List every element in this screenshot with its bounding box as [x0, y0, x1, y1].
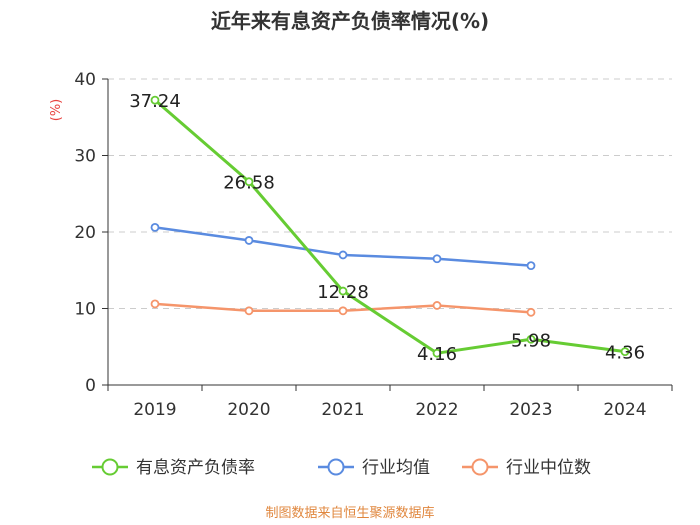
y-tick-label-30: 30 — [74, 147, 96, 167]
point-0-2024[interactable] — [620, 347, 630, 357]
point-0-2022[interactable] — [432, 348, 442, 358]
series — [150, 95, 630, 358]
y-tick-label-0: 0 — [85, 376, 96, 396]
y-axis-unit: (%) — [49, 99, 64, 122]
point-1-2019[interactable] — [150, 223, 160, 232]
series-line-1 — [154, 226, 532, 267]
legend-item-0[interactable]: 有息资产负债率 — [92, 458, 255, 478]
data-label-2020: 26.58 — [223, 173, 275, 194]
data-label-2024: 4.36 — [605, 343, 645, 364]
x-tick-label-2020: 2020 — [227, 400, 270, 420]
x-tick-label-2019: 2019 — [133, 400, 176, 420]
point-0-2023[interactable] — [526, 334, 536, 344]
y-tick-label-10: 10 — [74, 300, 96, 320]
legend-label-1: 行业均值 — [362, 458, 430, 478]
series-line-0 — [154, 98, 626, 355]
data-labels: 37.24 26.58 12.28 4.16 5.98 4.36 — [129, 91, 645, 365]
x-tick-label-2023: 2023 — [509, 400, 552, 420]
x-tick-label-2024: 2024 — [603, 400, 646, 420]
legend-item-2[interactable]: 行业中位数 — [462, 458, 591, 478]
point-1-2020[interactable] — [244, 236, 254, 245]
legend-label-2: 行业中位数 — [506, 458, 591, 478]
point-0-2020[interactable] — [244, 177, 254, 187]
point-2-2021[interactable] — [338, 306, 348, 316]
axes: 0 10 20 30 40 2019 2020 2021 2022 2023 2024 — [74, 70, 673, 420]
chart-title: 近年来有息资产负债率情况(%) — [211, 9, 489, 33]
point-2-2022[interactable] — [432, 301, 442, 310]
point-2-2019[interactable] — [150, 299, 160, 309]
legend-marker-1 — [327, 458, 345, 476]
data-label-2022: 4.16 — [417, 344, 457, 365]
x-tick-label-2021: 2021 — [321, 400, 364, 420]
point-1-2023[interactable] — [526, 261, 536, 271]
y-tick-label-40: 40 — [74, 70, 96, 90]
point-0-2021[interactable] — [338, 286, 348, 296]
point-2-2023[interactable] — [526, 307, 536, 317]
legend-label-0: 有息资产负债率 — [136, 458, 255, 478]
gridlines — [108, 78, 672, 309]
data-label-2019: 37.24 — [129, 91, 181, 112]
legend[interactable]: 有息资产负债率 行业均值 行业中位数 — [92, 458, 591, 478]
y-tick-label-20: 20 — [74, 223, 96, 243]
point-1-2022[interactable] — [432, 254, 442, 264]
point-1-2021[interactable] — [338, 250, 348, 260]
point-0-2019[interactable] — [150, 95, 160, 105]
x-tick-label-2022: 2022 — [415, 400, 458, 420]
legend-item-1[interactable]: 行业均值 — [318, 458, 430, 478]
source-note: 制图数据来自恒生聚源数据库 — [265, 505, 434, 521]
data-label-2023: 5.98 — [511, 330, 551, 351]
data-label-2021: 12.28 — [317, 282, 369, 303]
legend-marker-0 — [101, 458, 119, 476]
legend-marker-2 — [471, 458, 489, 476]
point-2-2020[interactable] — [244, 306, 254, 316]
